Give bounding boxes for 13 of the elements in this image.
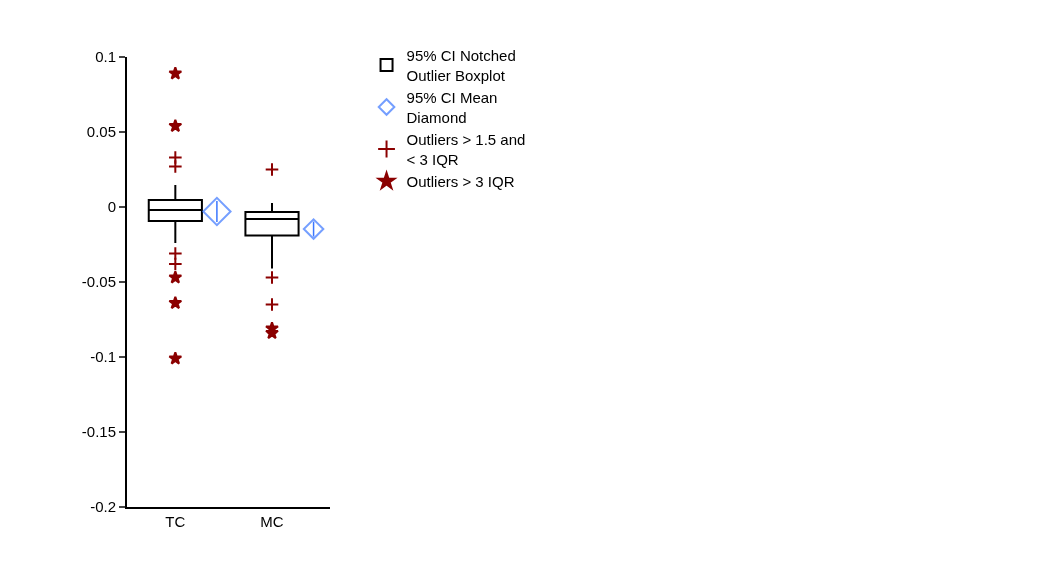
y-tick-label: 0 (107, 198, 116, 216)
legend-label: 95% CI Notched Outlier Boxplot (406, 47, 516, 84)
y-tick-label: -0.2 (90, 498, 116, 516)
y-tick-label: 0.1 (95, 48, 116, 66)
y-tick-label: -0.1 (90, 348, 116, 366)
legend-label: 95% CI Mean Diamond (406, 89, 498, 126)
y-tick-label: 0.05 (86, 123, 116, 141)
y-tick-label: -0.05 (81, 273, 116, 291)
legend-label: Outliers > 1.5 and < 3 IQR (406, 131, 526, 168)
legend-label: Outliers > 3 IQR (406, 173, 515, 191)
x-tick-label: TC (165, 513, 186, 530)
x-tick-label: MC (260, 513, 284, 530)
y-tick-label: -0.15 (81, 423, 116, 441)
